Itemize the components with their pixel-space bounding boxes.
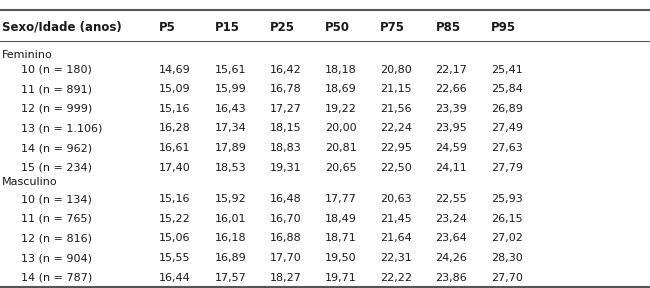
Text: P25: P25 [270, 21, 294, 34]
Text: 20,63: 20,63 [380, 194, 412, 204]
Text: 13 (n = 1.106): 13 (n = 1.106) [21, 124, 103, 133]
Text: P15: P15 [214, 21, 239, 34]
Text: 23,64: 23,64 [436, 234, 467, 243]
Text: 19,50: 19,50 [325, 253, 357, 263]
Text: 17,77: 17,77 [325, 194, 357, 204]
Text: 25,84: 25,84 [491, 84, 523, 94]
Text: 23,39: 23,39 [436, 104, 467, 114]
Text: 21,64: 21,64 [380, 234, 412, 243]
Text: 27,79: 27,79 [491, 163, 523, 173]
Text: 13 (n = 904): 13 (n = 904) [21, 253, 92, 263]
Text: 17,70: 17,70 [270, 253, 302, 263]
Text: P50: P50 [325, 21, 350, 34]
Text: 15,61: 15,61 [214, 65, 246, 75]
Text: 24,26: 24,26 [436, 253, 467, 263]
Text: 16,88: 16,88 [270, 234, 302, 243]
Text: 18,71: 18,71 [325, 234, 357, 243]
Text: 23,86: 23,86 [436, 273, 467, 283]
Text: 11 (n = 765): 11 (n = 765) [21, 214, 92, 224]
Text: 18,27: 18,27 [270, 273, 302, 283]
Text: 22,24: 22,24 [380, 124, 412, 133]
Text: 19,71: 19,71 [325, 273, 357, 283]
Text: 18,49: 18,49 [325, 214, 357, 224]
Text: 16,28: 16,28 [159, 124, 191, 133]
Text: 15 (n = 234): 15 (n = 234) [21, 163, 92, 173]
Text: 20,65: 20,65 [325, 163, 357, 173]
Text: 16,42: 16,42 [270, 65, 302, 75]
Text: 17,34: 17,34 [214, 124, 246, 133]
Text: 22,66: 22,66 [436, 84, 467, 94]
Text: 15,16: 15,16 [159, 104, 190, 114]
Text: P85: P85 [436, 21, 461, 34]
Text: 15,99: 15,99 [214, 84, 246, 94]
Text: 22,50: 22,50 [380, 163, 412, 173]
Text: 14 (n = 787): 14 (n = 787) [21, 273, 93, 283]
Text: 28,30: 28,30 [491, 253, 523, 263]
Text: 17,40: 17,40 [159, 163, 191, 173]
Text: 12 (n = 816): 12 (n = 816) [21, 234, 92, 243]
Text: 21,56: 21,56 [380, 104, 412, 114]
Text: 14 (n = 962): 14 (n = 962) [21, 143, 92, 153]
Text: 18,18: 18,18 [325, 65, 357, 75]
Text: 19,22: 19,22 [325, 104, 357, 114]
Text: 16,18: 16,18 [214, 234, 246, 243]
Text: 16,78: 16,78 [270, 84, 302, 94]
Text: 18,53: 18,53 [214, 163, 246, 173]
Text: 22,22: 22,22 [380, 273, 412, 283]
Text: 25,41: 25,41 [491, 65, 523, 75]
Text: 14,69: 14,69 [159, 65, 191, 75]
Text: 17,27: 17,27 [270, 104, 302, 114]
Text: 24,59: 24,59 [436, 143, 467, 153]
Text: 26,15: 26,15 [491, 214, 523, 224]
Text: 16,89: 16,89 [214, 253, 246, 263]
Text: Masculino: Masculino [2, 177, 58, 187]
Text: 15,92: 15,92 [214, 194, 246, 204]
Text: 23,24: 23,24 [436, 214, 467, 224]
Text: 15,55: 15,55 [159, 253, 190, 263]
Text: 21,15: 21,15 [380, 84, 412, 94]
Text: P75: P75 [380, 21, 405, 34]
Text: 18,15: 18,15 [270, 124, 302, 133]
Text: 17,57: 17,57 [214, 273, 246, 283]
Text: 16,61: 16,61 [159, 143, 190, 153]
Text: 16,01: 16,01 [214, 214, 246, 224]
Text: 11 (n = 891): 11 (n = 891) [21, 84, 92, 94]
Text: 27,63: 27,63 [491, 143, 523, 153]
Text: 20,80: 20,80 [380, 65, 412, 75]
Text: 22,95: 22,95 [380, 143, 412, 153]
Text: 25,93: 25,93 [491, 194, 523, 204]
Text: 10 (n = 180): 10 (n = 180) [21, 65, 92, 75]
Text: 15,06: 15,06 [159, 234, 190, 243]
Text: Feminino: Feminino [2, 50, 53, 60]
Text: Sexo/Idade (anos): Sexo/Idade (anos) [2, 21, 122, 34]
Text: 21,45: 21,45 [380, 214, 412, 224]
Text: 15,22: 15,22 [159, 214, 191, 224]
Text: 26,89: 26,89 [491, 104, 523, 114]
Text: 27,70: 27,70 [491, 273, 523, 283]
Text: 22,55: 22,55 [436, 194, 467, 204]
Text: 27,49: 27,49 [491, 124, 523, 133]
Text: 17,89: 17,89 [214, 143, 246, 153]
Text: 16,70: 16,70 [270, 214, 302, 224]
Text: 16,44: 16,44 [159, 273, 191, 283]
Text: 12 (n = 999): 12 (n = 999) [21, 104, 93, 114]
Text: 22,17: 22,17 [436, 65, 467, 75]
Text: 20,00: 20,00 [325, 124, 357, 133]
Text: P95: P95 [491, 21, 516, 34]
Text: 16,48: 16,48 [270, 194, 302, 204]
Text: 27,02: 27,02 [491, 234, 523, 243]
Text: 10 (n = 134): 10 (n = 134) [21, 194, 92, 204]
Text: 23,95: 23,95 [436, 124, 467, 133]
Text: P5: P5 [159, 21, 176, 34]
Text: 18,83: 18,83 [270, 143, 302, 153]
Text: 22,31: 22,31 [380, 253, 412, 263]
Text: 18,69: 18,69 [325, 84, 357, 94]
Text: 15,16: 15,16 [159, 194, 190, 204]
Text: 16,43: 16,43 [214, 104, 246, 114]
Text: 15,09: 15,09 [159, 84, 191, 94]
Text: 20,81: 20,81 [325, 143, 357, 153]
Text: 19,31: 19,31 [270, 163, 302, 173]
Text: 24,11: 24,11 [436, 163, 467, 173]
